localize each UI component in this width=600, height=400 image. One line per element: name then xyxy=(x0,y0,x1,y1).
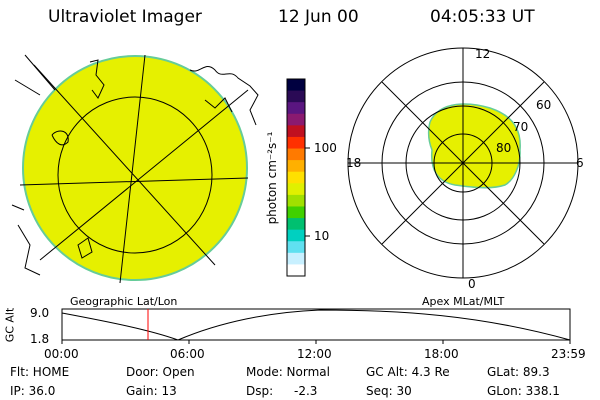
mlat-label-70: 70 xyxy=(513,120,529,134)
colorbar-segment xyxy=(287,171,305,184)
altitude-xtick: 06:00 xyxy=(170,347,205,361)
coastline xyxy=(11,204,25,211)
colorbar xyxy=(286,78,310,277)
coastline xyxy=(14,54,56,96)
colorbar-segment xyxy=(287,160,305,173)
altitude-xtick: 00:00 xyxy=(44,347,79,361)
colorbar-segment xyxy=(287,79,305,92)
meridian-line xyxy=(39,89,249,261)
status-glat: GLat: 89.3 xyxy=(487,365,550,379)
coastline xyxy=(77,237,93,259)
altitude-ylabel: GC Alt xyxy=(3,307,17,343)
altitude-curve xyxy=(61,309,571,341)
instrument-title: Ultraviolet Imager xyxy=(48,7,202,27)
coastline xyxy=(51,130,69,146)
meridian-line xyxy=(119,54,146,284)
status-dsp-label: Dsp: xyxy=(246,384,274,398)
status-dsp-value: -2.3 xyxy=(294,384,318,398)
status-gain: Gain: 13 xyxy=(126,384,177,398)
observation-date: 12 Jun 00 xyxy=(278,7,359,27)
colorbar-segment xyxy=(287,183,305,196)
colorbar-tick-10: 10 xyxy=(314,229,330,243)
observation-time: 04:05:33 UT xyxy=(430,7,535,27)
coastline xyxy=(17,224,41,276)
colorbar-segment xyxy=(287,218,305,231)
colorbar-segment xyxy=(287,252,305,265)
altitude-xtick: 12:00 xyxy=(297,347,332,361)
status-glon: GLon: 338.1 xyxy=(487,384,560,398)
colorbar-segment xyxy=(287,148,305,161)
geographic-caption: Geographic Lat/Lon xyxy=(70,295,178,308)
mlt-label-18: 18 xyxy=(346,156,362,170)
altitude-ytick-9: 9.0 xyxy=(30,306,50,320)
mlt-label-0: 0 xyxy=(468,277,476,291)
latitude-circle xyxy=(57,96,213,254)
colorbar-segment xyxy=(287,102,305,115)
coastline xyxy=(89,59,105,99)
colorbar-segment xyxy=(287,136,305,150)
colorbar-segment xyxy=(287,241,305,254)
status-mode: Mode: Normal xyxy=(246,365,330,379)
colorbar-segment xyxy=(287,206,305,219)
meridian-line xyxy=(33,64,216,266)
mlat-label-80: 80 xyxy=(496,141,512,155)
aurora-oval xyxy=(427,103,521,189)
coastline xyxy=(204,97,233,113)
magnetic-polar-panel xyxy=(347,47,579,279)
status-seq: Seq: 30 xyxy=(366,384,412,398)
mlt-axis xyxy=(381,81,545,245)
mlt-label-12: 12 xyxy=(475,47,491,61)
coastline xyxy=(189,65,259,126)
meridian-line xyxy=(19,177,249,186)
altitude-plot-frame xyxy=(61,308,571,341)
colorbar-segment xyxy=(287,125,305,138)
colorbar-segment xyxy=(287,90,305,103)
altitude-xtick: 18:00 xyxy=(424,347,459,361)
status-door: Door: Open xyxy=(126,365,195,379)
magnetic-caption: Apex MLat/MLT xyxy=(422,295,505,308)
aurora-image-left xyxy=(22,55,248,281)
mlat-label-60: 60 xyxy=(536,98,552,112)
altitude-xtick: 23:59 xyxy=(551,347,586,361)
geographic-panel xyxy=(11,54,259,284)
altitude-ytick-1-8: 1.8 xyxy=(30,332,50,346)
status-gc-alt: GC Alt: 4.3 Re xyxy=(366,365,450,379)
status-flight: Flt: HOME xyxy=(10,365,70,379)
colorbar-unit-label: photon cm⁻²s⁻¹ xyxy=(265,131,279,225)
colorbar-segment xyxy=(287,194,305,207)
colorbar-segment xyxy=(287,229,305,242)
colorbar-segment xyxy=(287,113,305,126)
altitude-plot xyxy=(61,308,571,344)
colorbar-segment xyxy=(287,264,305,277)
mlt-label-6: 6 xyxy=(576,156,584,170)
status-ip: IP: 36.0 xyxy=(10,384,56,398)
colorbar-tick-100: 100 xyxy=(314,141,337,155)
